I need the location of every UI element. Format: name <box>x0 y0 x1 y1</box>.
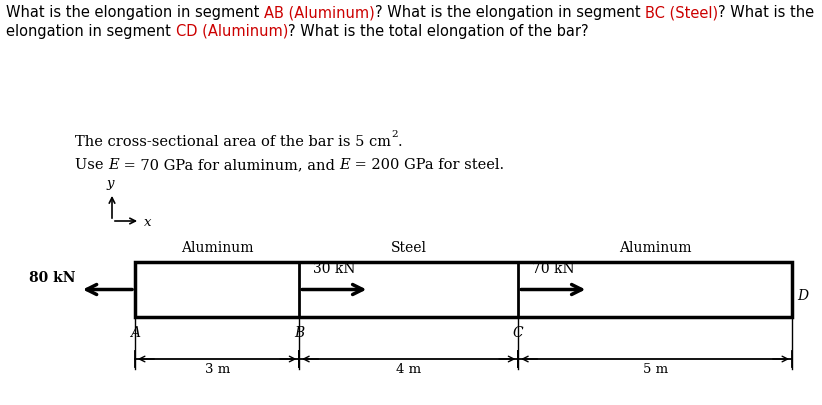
Text: 70 kN: 70 kN <box>532 262 575 276</box>
Text: A: A <box>130 325 140 339</box>
Text: ? What is the: ? What is the <box>718 5 815 20</box>
Text: What is the elongation in segment: What is the elongation in segment <box>6 5 264 20</box>
Text: Aluminum: Aluminum <box>181 241 253 254</box>
Text: 3 m: 3 m <box>205 362 230 375</box>
Text: elongation in segment: elongation in segment <box>6 24 176 39</box>
Text: D: D <box>797 288 808 302</box>
Text: x: x <box>144 216 151 229</box>
Text: Steel: Steel <box>390 241 427 254</box>
Text: = 70 GPa for aluminum, and: = 70 GPa for aluminum, and <box>118 158 339 172</box>
Text: ? What is the elongation in segment: ? What is the elongation in segment <box>375 5 645 20</box>
Text: The cross-sectional area of the bar is 5 cm: The cross-sectional area of the bar is 5… <box>75 135 391 149</box>
Text: 2: 2 <box>391 130 398 139</box>
Text: E: E <box>339 158 350 172</box>
Text: 80 kN: 80 kN <box>29 271 75 285</box>
Text: E: E <box>109 158 118 172</box>
Text: CD (Aluminum): CD (Aluminum) <box>176 24 288 39</box>
Text: = 200 GPa for steel.: = 200 GPa for steel. <box>350 158 504 172</box>
Text: Use: Use <box>75 158 109 172</box>
Text: 5 m: 5 m <box>643 362 667 375</box>
Text: 30 kN: 30 kN <box>313 262 355 276</box>
Text: 4 m: 4 m <box>396 362 422 375</box>
Bar <box>135 262 792 317</box>
Text: Aluminum: Aluminum <box>619 241 691 254</box>
Text: AB (Aluminum): AB (Aluminum) <box>264 5 375 20</box>
Text: B: B <box>294 325 304 339</box>
Text: y: y <box>106 177 113 190</box>
Text: ? What is the total elongation of the bar?: ? What is the total elongation of the ba… <box>288 24 589 39</box>
Text: BC (Steel): BC (Steel) <box>645 5 718 20</box>
Text: .: . <box>398 135 402 149</box>
Text: C: C <box>513 325 524 339</box>
